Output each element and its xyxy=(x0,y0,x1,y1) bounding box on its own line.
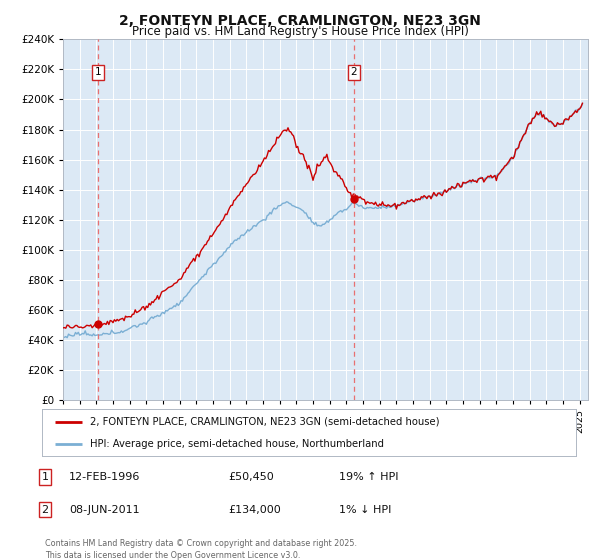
Text: 12-FEB-1996: 12-FEB-1996 xyxy=(69,472,140,482)
Text: Price paid vs. HM Land Registry's House Price Index (HPI): Price paid vs. HM Land Registry's House … xyxy=(131,25,469,38)
Text: 2, FONTEYN PLACE, CRAMLINGTON, NE23 3GN: 2, FONTEYN PLACE, CRAMLINGTON, NE23 3GN xyxy=(119,14,481,28)
Text: 1: 1 xyxy=(41,472,49,482)
Text: HPI: Average price, semi-detached house, Northumberland: HPI: Average price, semi-detached house,… xyxy=(90,438,384,449)
Text: 2: 2 xyxy=(41,505,49,515)
Text: 1: 1 xyxy=(95,67,101,77)
Text: £50,450: £50,450 xyxy=(228,472,274,482)
Text: Contains HM Land Registry data © Crown copyright and database right 2025.
This d: Contains HM Land Registry data © Crown c… xyxy=(45,539,357,559)
Text: 19% ↑ HPI: 19% ↑ HPI xyxy=(339,472,398,482)
Text: 08-JUN-2011: 08-JUN-2011 xyxy=(69,505,140,515)
Text: 2, FONTEYN PLACE, CRAMLINGTON, NE23 3GN (semi-detached house): 2, FONTEYN PLACE, CRAMLINGTON, NE23 3GN … xyxy=(90,417,440,427)
Text: 1% ↓ HPI: 1% ↓ HPI xyxy=(339,505,391,515)
Text: 2: 2 xyxy=(350,67,357,77)
Text: £134,000: £134,000 xyxy=(228,505,281,515)
